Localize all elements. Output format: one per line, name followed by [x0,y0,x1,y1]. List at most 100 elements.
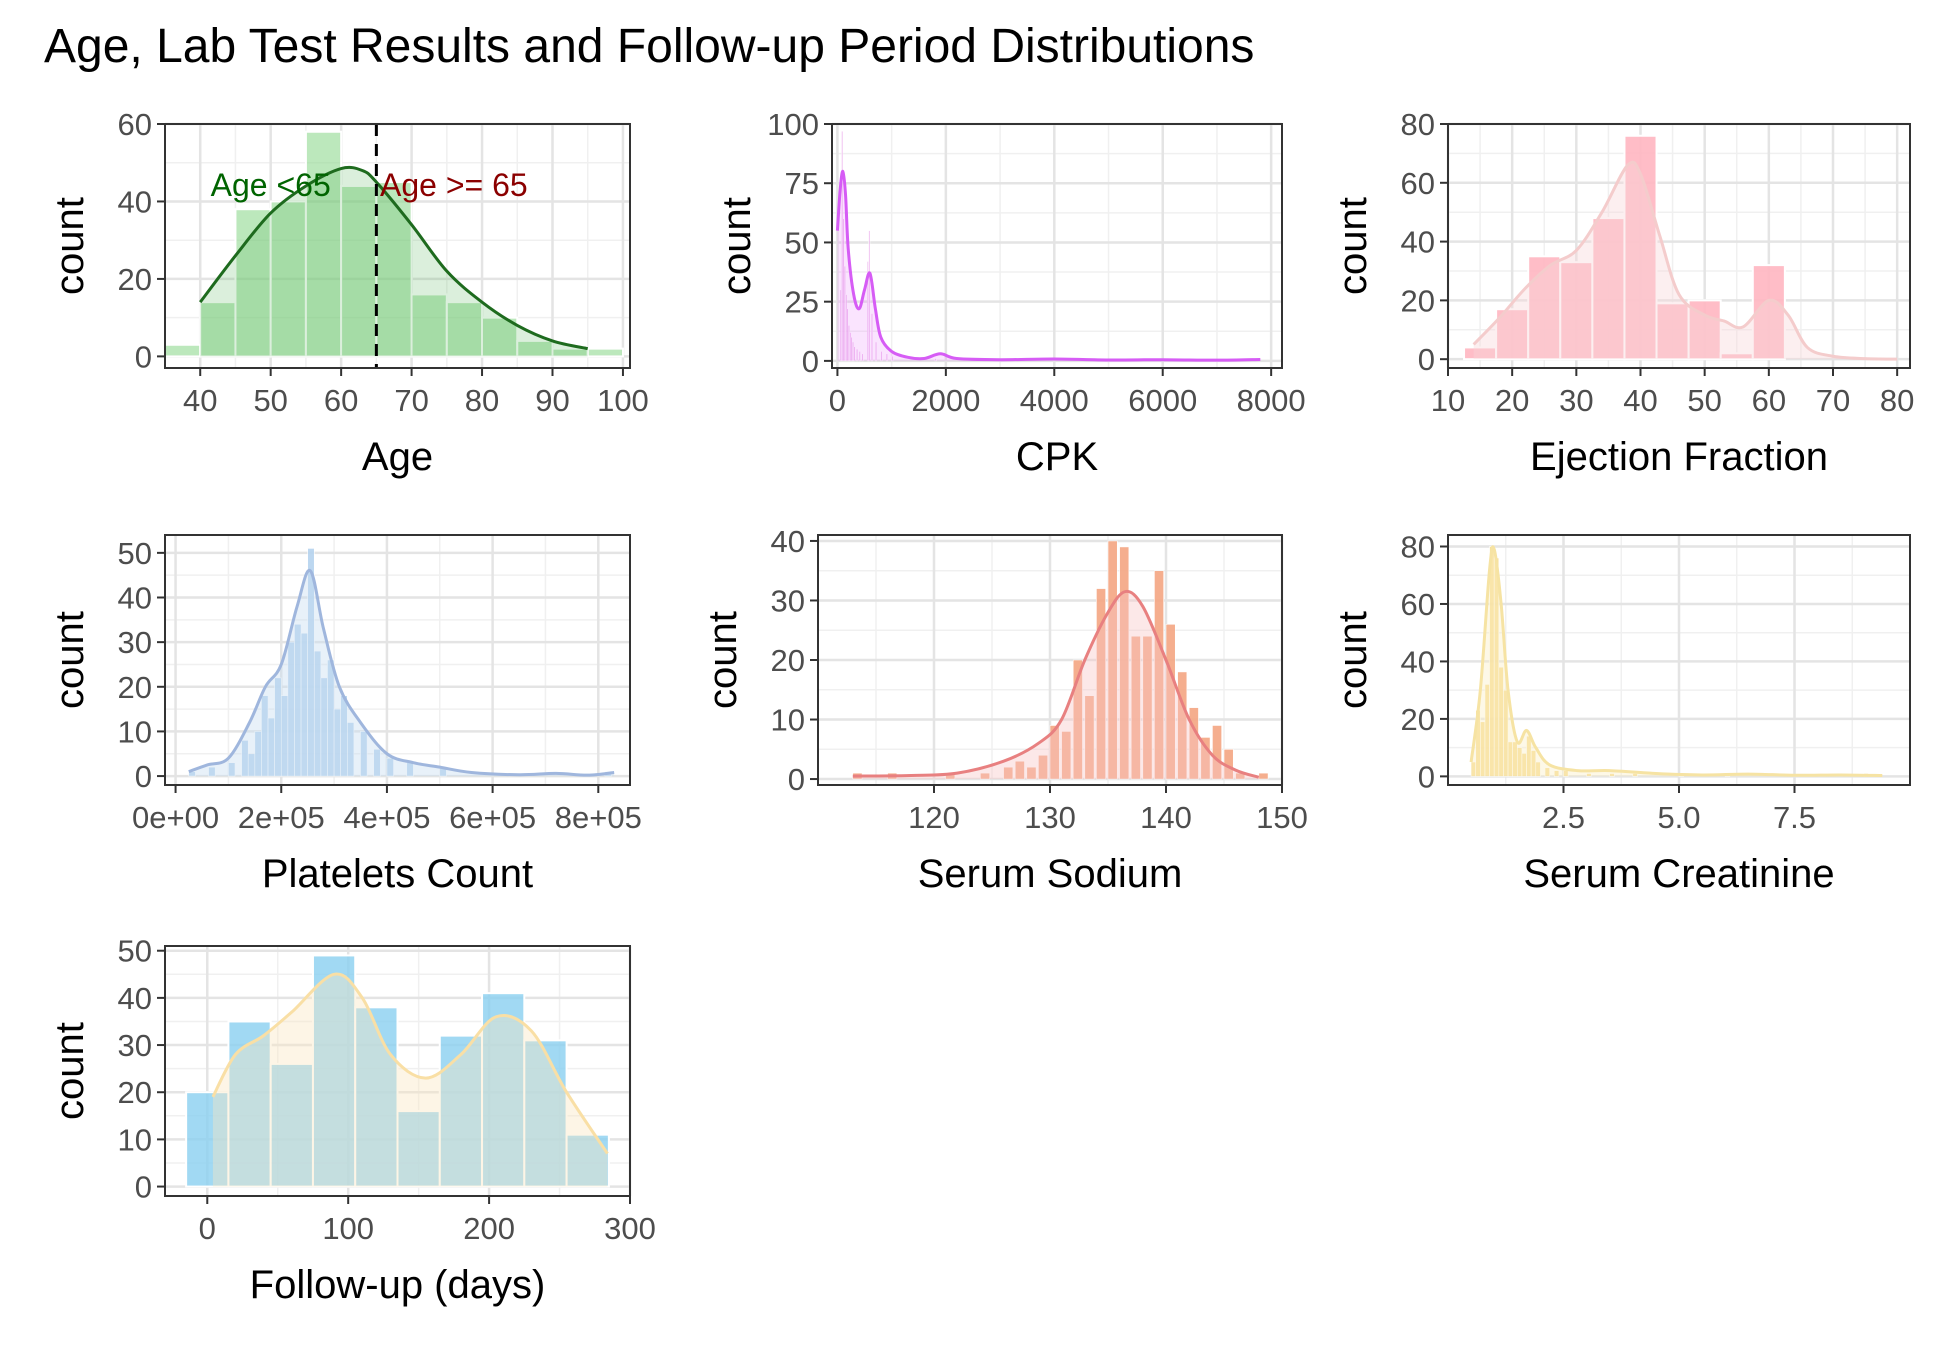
y-tick-label: 0 [1418,342,1435,377]
x-tick-label: 130 [1024,800,1076,835]
histogram-bar [1165,623,1176,780]
histogram-bar [980,772,990,780]
x-axis-title: Age [362,435,433,479]
y-tick-label: 50 [118,536,152,571]
x-tick-label: 5.0 [1657,800,1700,835]
histogram-bar [1527,255,1562,361]
x-tick-label: 40 [1623,383,1657,418]
x-axis-title: Platelets Count [262,852,533,896]
histogram-bar [199,301,237,358]
x-tick-label: 2e+05 [238,800,325,835]
y-tick-label: 0 [1418,759,1435,794]
x-tick-label: 120 [908,800,960,835]
x-tick-label: 6000 [1128,383,1197,418]
histogram-bar [340,184,378,358]
y-tick-label: 60 [1401,166,1435,201]
density-curve [852,589,1260,779]
axes-age: 40 50 60 70 80 90 100 0 20 40 60 [118,107,649,418]
x-tick-label: 100 [597,383,649,418]
y-tick-label: 80 [1401,529,1435,564]
x-tick-label: 2.5 [1542,800,1585,835]
x-tick-label: 140 [1140,800,1192,835]
x-tick-label: 100 [322,1211,374,1246]
x-tick-label: 0e+00 [132,800,219,835]
panel-border [164,534,631,786]
y-tick-label: 80 [1401,107,1435,142]
histogram-bar [228,762,236,777]
x-tick-label: 30 [1559,383,1593,418]
histogram-bar [1258,772,1269,780]
histogram-bar [410,293,448,358]
density-curve [835,169,1261,362]
x-tick-label: 50 [253,383,287,418]
figure-title: Age, Lab Test Results and Follow-up Peri… [44,20,1254,73]
histogram-bar [523,1039,568,1188]
histogram-bar [269,200,307,358]
histogram-bar [164,343,202,358]
histogram-bar [871,313,873,362]
y-tick-label: 10 [771,703,805,738]
histogram-bar [1142,635,1153,780]
y-tick-label: 20 [1401,702,1435,737]
y-tick-label: 30 [118,625,152,660]
histogram-bar [1072,659,1083,780]
bars-serum-sodium [852,540,1269,780]
histogram-bar [891,355,894,362]
y-tick-label: 50 [118,934,152,969]
density-area [212,974,608,1187]
y-tick-label: 75 [785,166,819,201]
histogram-bar [1503,689,1509,777]
histogram-bar [861,353,864,362]
x-axis-title: Follow-up (days) [250,1263,546,1307]
bars-follow-up [185,954,610,1188]
density-area [1473,161,1898,360]
y-tick-label: 20 [118,670,152,705]
panel-border [164,945,631,1197]
histogram-bar [347,722,355,777]
y-tick-label: 50 [785,225,819,260]
axes-serum-sodium: 120 130 140 150 0 10 20 30 40 [771,524,1308,835]
y-tick-label: 40 [1401,644,1435,679]
x-tick-label: 60 [324,383,358,418]
histogram-bar [1212,725,1222,780]
x-tick-label: 7.5 [1773,800,1816,835]
x-tick-label: 80 [1880,383,1914,418]
histogram-bar [853,346,856,362]
x-axis-title: Ejection Fraction [1530,435,1828,479]
x-axis-title: CPK [1016,435,1099,479]
histogram-bar [1119,546,1130,780]
panel-serum-creatinine: 2.5 5.0 7.5 0 20 40 60 80 Serum Creatinine count [1331,529,1911,896]
annotation-label: Age >= 65 [380,167,528,203]
y-tick-label: 0 [135,1170,152,1205]
density-area [852,591,1259,780]
histogram-bar [1107,540,1118,780]
density-curve [1469,545,1883,778]
histogram-bar [1038,754,1048,780]
annotation-label: Age <65 [211,167,331,203]
histogram-bar [875,341,878,362]
panel-follow-up: 0 100 200 300 0 10 20 30 40 50 Follow-up (days) cou… [48,934,656,1307]
histogram-bar [1026,766,1037,780]
histogram-bar [373,748,381,777]
density-area [1471,546,1883,777]
panel-ejection-fraction: 10 20 30 40 50 60 70 80 0 20 40 60 80 Ejection Fracti… [1331,107,1914,479]
histogram-bar [856,348,859,362]
histogram-bar [1188,707,1199,780]
x-tick-label: 70 [394,383,428,418]
histogram-bar [1544,767,1550,777]
histogram-bar [1049,725,1060,780]
axes-cpk: 0 2000 4000 6000 8000 0 25 50 75 100 [767,107,1305,418]
y-tick-label: 40 [1401,225,1435,260]
density-area [837,171,1261,361]
x-tick-label: 90 [535,383,569,418]
histogram-bar [1177,671,1188,780]
histogram-bar [1553,770,1560,777]
x-tick-label: 200 [463,1211,515,1246]
x-tick-label: 20 [1495,383,1529,418]
y-tick-label: 0 [135,759,152,794]
x-tick-label: 0 [829,383,846,418]
histogram-bar [438,1034,484,1188]
y-tick-label: 0 [802,344,819,379]
panel-platelets: 0e+00 2e+05 4e+05 6e+05 8e+05 0 10 20 30 40 50 Plat… [48,534,642,896]
